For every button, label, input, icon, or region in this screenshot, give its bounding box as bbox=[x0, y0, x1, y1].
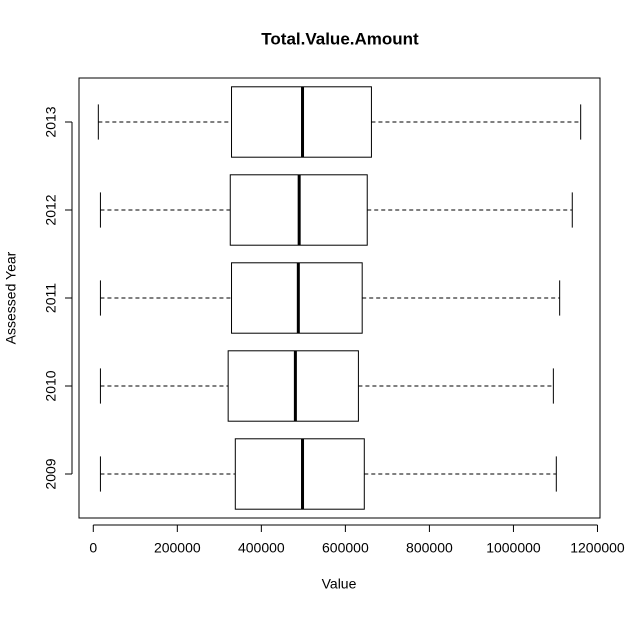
y-tick-label: 2009 bbox=[43, 458, 59, 489]
box bbox=[227, 350, 359, 422]
box bbox=[234, 438, 365, 510]
y-tick-label: 2013 bbox=[43, 106, 59, 137]
x-tick-label: 200000 bbox=[154, 540, 201, 556]
x-tick-label: 800000 bbox=[406, 540, 453, 556]
x-tick-label: 600000 bbox=[322, 540, 369, 556]
x-tick-label: 0 bbox=[89, 540, 97, 556]
y-axis-label: Assessed Year bbox=[3, 251, 19, 344]
chart-title: Total.Value.Amount bbox=[261, 29, 419, 48]
x-tick-label: 400000 bbox=[238, 540, 285, 556]
y-tick-label: 2010 bbox=[43, 370, 59, 401]
y-tick-label: 2011 bbox=[43, 283, 59, 313]
x-tick-label: 1000000 bbox=[486, 540, 541, 556]
y-tick-label: 2012 bbox=[43, 194, 59, 225]
x-tick-label: 1200000 bbox=[570, 540, 625, 556]
x-axis-label: Value bbox=[322, 576, 357, 592]
plot-frame bbox=[78, 77, 601, 519]
